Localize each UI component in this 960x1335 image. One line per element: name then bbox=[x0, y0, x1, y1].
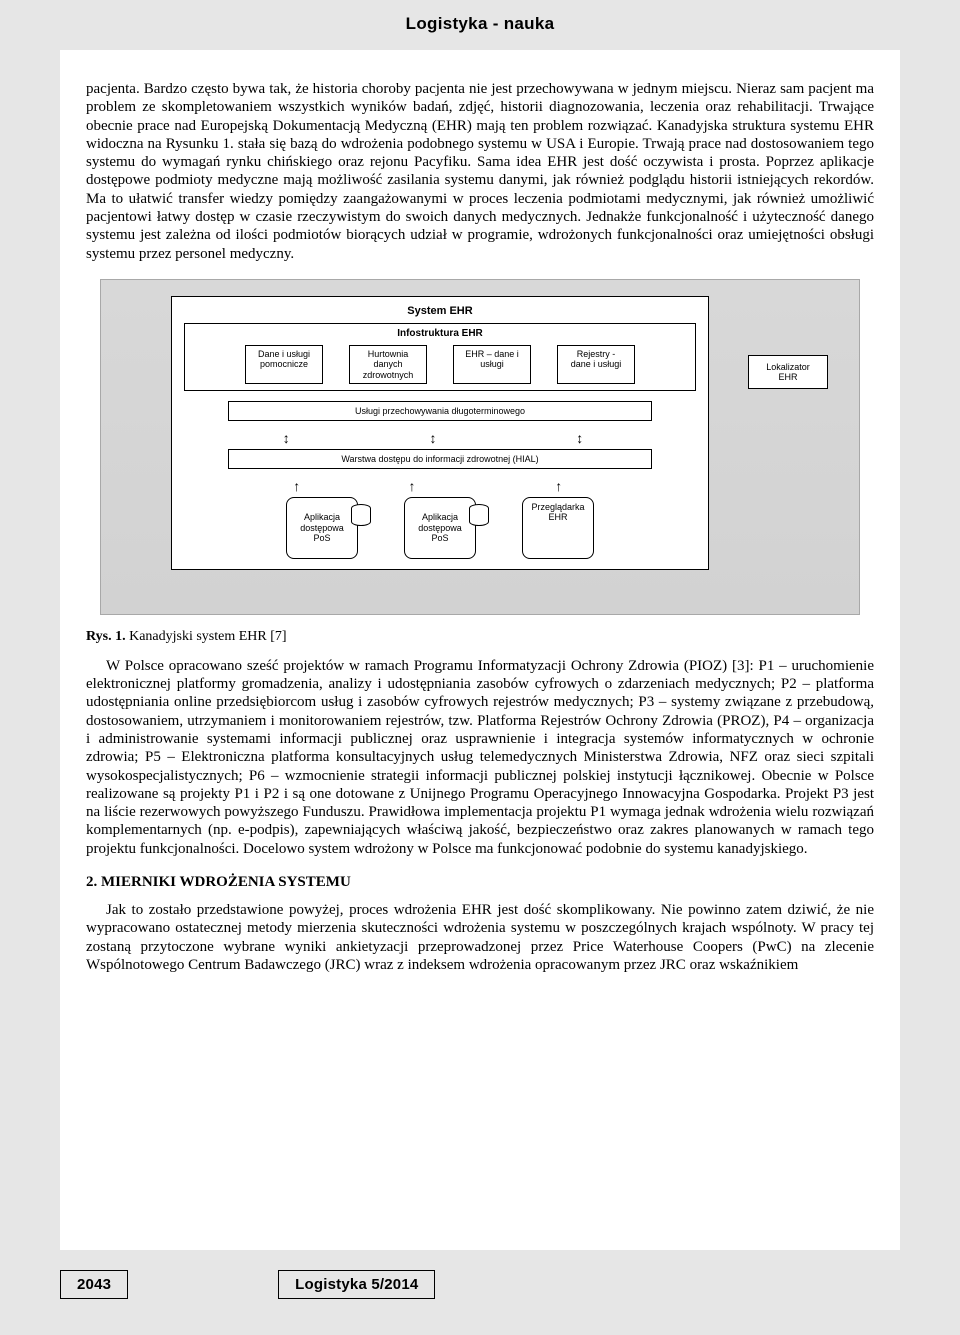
arrow-up-icon: ↑ bbox=[293, 479, 300, 493]
journal-header: Logistyka - nauka bbox=[0, 0, 960, 42]
cylinder-icon bbox=[351, 504, 371, 526]
cell-rejestry: Rejestry -dane i usługi bbox=[557, 345, 635, 384]
cell-label: AplikacjadostępowaPoS bbox=[300, 512, 344, 543]
arrow-up-icon: ↕ bbox=[283, 431, 290, 445]
cell-aplikacja-pos-2: AplikacjadostępowaPoS bbox=[404, 497, 476, 559]
lokalizator-box: LokalizatorEHR bbox=[748, 355, 828, 389]
bottom-cells-row: AplikacjadostępowaPoS Aplikacjadostępowa… bbox=[228, 497, 652, 559]
cell-przegladarka: PrzeglądarkaEHR bbox=[522, 497, 594, 559]
infrastructure-box: Infostruktura EHR Dane i usługipomocnicz… bbox=[184, 323, 696, 391]
caption-label: Rys. 1. bbox=[86, 629, 126, 644]
bar-arrows-2: ↑ ↑ ↑ bbox=[178, 479, 702, 497]
caption-text: Kanadyjski system EHR [7] bbox=[126, 629, 287, 644]
cell-dane-pomocnicze: Dane i usługipomocnicze bbox=[245, 345, 323, 384]
bar-arrows-1: ↕ ↕ ↕ bbox=[178, 431, 702, 449]
page-body: pacjenta. Bardzo często bywa tak, że his… bbox=[60, 50, 900, 1250]
arrow-up-icon: ↕ bbox=[430, 431, 437, 445]
infra-title: Infostruktura EHR bbox=[189, 328, 691, 339]
figure-caption: Rys. 1. Kanadyjski system EHR [7] bbox=[86, 629, 874, 645]
page-footer: 2043 Logistyka 5/2014 bbox=[0, 1270, 960, 1315]
cell-ehr-dane: EHR – dane iusługi bbox=[453, 345, 531, 384]
cylinder-icon bbox=[469, 504, 489, 526]
top-cells-row: Dane i usługipomocnicze Hurtowniadanychz… bbox=[189, 345, 691, 384]
system-title: System EHR bbox=[178, 303, 702, 323]
system-ehr-box: System EHR Infostruktura EHR Dane i usłu… bbox=[171, 296, 709, 570]
cell-aplikacja-pos-1: AplikacjadostępowaPoS bbox=[286, 497, 358, 559]
cell-hurtownia: Hurtowniadanychzdrowotnych bbox=[349, 345, 427, 384]
paragraph-3: Jak to zostało przedstawione powyżej, pr… bbox=[86, 901, 874, 974]
arrow-up-icon: ↑ bbox=[555, 479, 562, 493]
paragraph-2: W Polsce opracowano sześć projektów w ra… bbox=[86, 657, 874, 858]
cell-label: AplikacjadostępowaPoS bbox=[418, 512, 462, 543]
footer-issue: Logistyka 5/2014 bbox=[278, 1270, 435, 1299]
bar-hial: Warstwa dostępu do informacji zdrowotnej… bbox=[228, 449, 652, 469]
section-2-heading: 2. MIERNIKI WDROŻENIA SYSTEMU bbox=[86, 874, 874, 891]
bar-long-term-storage: Usługi przechowywania długoterminowego bbox=[228, 401, 652, 421]
footer-page-number: 2043 bbox=[60, 1270, 128, 1299]
paragraph-1: pacjenta. Bardzo często bywa tak, że his… bbox=[86, 80, 874, 263]
arrow-up-icon: ↑ bbox=[409, 479, 416, 493]
arrow-up-icon: ↕ bbox=[576, 431, 583, 445]
figure-ehr-diagram: System EHR Infostruktura EHR Dane i usłu… bbox=[100, 279, 860, 615]
